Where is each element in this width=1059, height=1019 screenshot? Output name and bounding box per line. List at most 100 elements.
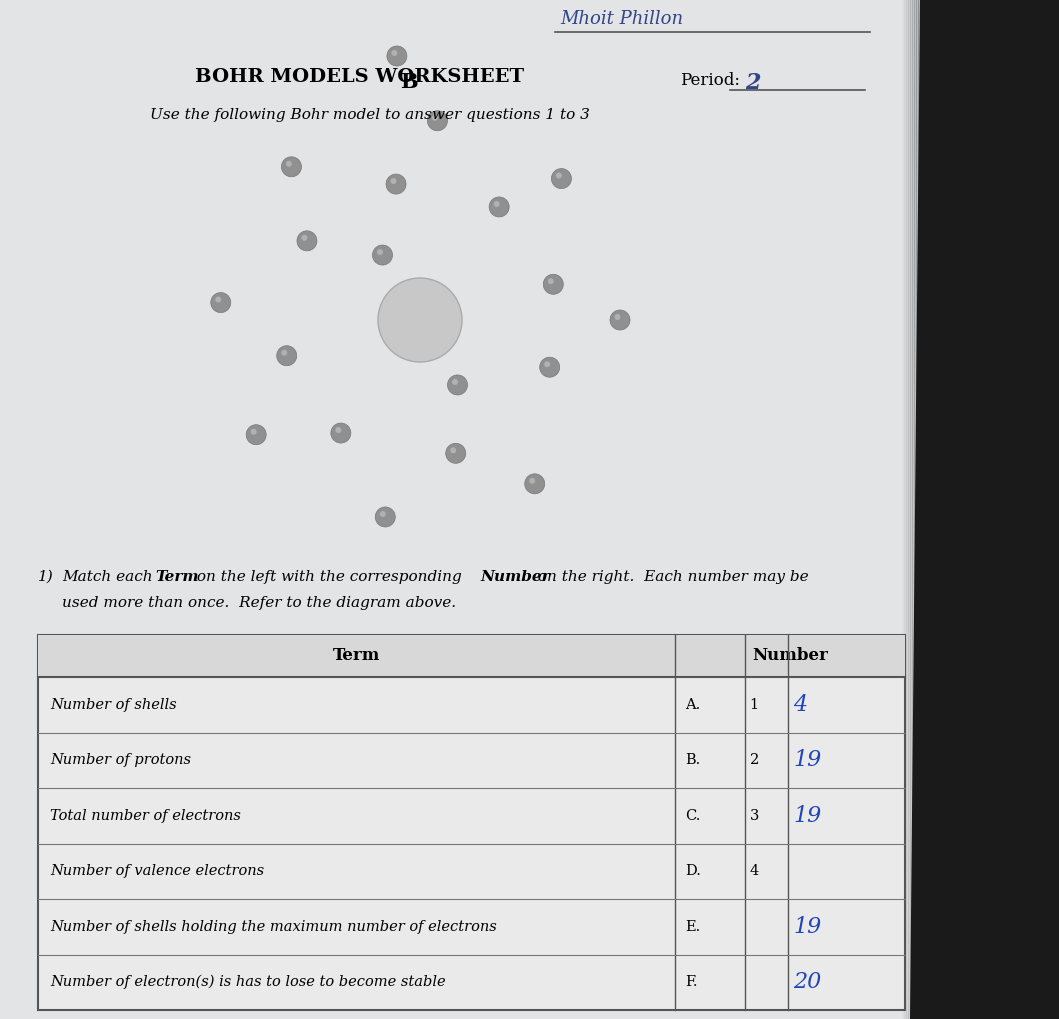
Circle shape [524,474,544,494]
Polygon shape [954,0,957,1019]
Polygon shape [946,0,949,1019]
Polygon shape [926,0,929,1019]
Text: Number of protons: Number of protons [50,753,191,767]
Circle shape [380,511,385,517]
Circle shape [336,427,341,433]
Text: used more than once.  Refer to the diagram above.: used more than once. Refer to the diagra… [62,596,456,610]
Circle shape [489,197,509,217]
Polygon shape [907,0,909,1019]
Text: Match each: Match each [62,570,158,584]
Circle shape [540,358,559,377]
Text: on the right.  Each number may be: on the right. Each number may be [533,570,809,584]
Polygon shape [934,0,937,1019]
Text: 19: 19 [793,805,821,826]
Text: 2: 2 [744,72,760,94]
Circle shape [446,443,466,464]
Circle shape [391,178,396,184]
Circle shape [286,161,292,167]
Text: on the left with the corresponding: on the left with the corresponding [192,570,467,584]
Circle shape [448,375,467,395]
Polygon shape [930,0,933,1019]
Text: E.: E. [685,920,700,933]
Circle shape [373,245,393,265]
Text: D.: D. [685,864,701,878]
Circle shape [251,429,256,435]
Text: F.: F. [685,975,698,989]
Text: 19: 19 [793,749,821,771]
Circle shape [543,274,563,294]
Polygon shape [928,0,931,1019]
Polygon shape [904,0,907,1019]
Polygon shape [914,0,917,1019]
Text: Period:: Period: [680,72,740,89]
Polygon shape [956,0,959,1019]
Polygon shape [916,0,919,1019]
Polygon shape [944,0,947,1019]
Polygon shape [922,0,925,1019]
Text: 2: 2 [750,753,759,767]
Polygon shape [943,0,945,1019]
Circle shape [302,234,307,240]
Bar [38,635,905,1010]
Polygon shape [952,0,955,1019]
Text: 3: 3 [750,809,759,822]
Circle shape [614,314,621,320]
Text: Number of electron(s) is has to lose to become stable: Number of electron(s) is has to lose to … [50,975,446,989]
Text: B: B [400,72,417,92]
Text: Number of shells holding the maximum number of electrons: Number of shells holding the maximum num… [50,920,497,933]
Polygon shape [940,0,943,1019]
Circle shape [552,168,572,189]
Circle shape [530,478,535,484]
Bar [38,635,905,677]
Text: Use the following Bohr model to answer questions 1 to 3: Use the following Bohr model to answer q… [150,108,590,122]
Polygon shape [908,0,911,1019]
Text: B.: B. [685,753,700,767]
Circle shape [282,350,287,356]
Text: 20: 20 [793,971,821,994]
Circle shape [556,172,562,178]
Text: BOHR MODELS WORKSHEET: BOHR MODELS WORKSHEET [196,68,524,86]
Circle shape [544,361,551,367]
Polygon shape [950,0,953,1019]
Text: Term: Term [155,570,198,584]
Circle shape [215,297,221,303]
Polygon shape [938,0,941,1019]
Polygon shape [925,0,927,1019]
Circle shape [282,157,302,176]
Text: Term: Term [333,647,380,664]
Polygon shape [0,0,940,1019]
Text: Number: Number [480,570,550,584]
Circle shape [428,111,448,130]
Circle shape [375,507,395,527]
Polygon shape [948,0,951,1019]
Text: C.: C. [685,809,701,822]
Text: A.: A. [685,698,700,711]
Circle shape [377,249,383,255]
Circle shape [450,447,456,453]
Text: 19: 19 [793,916,821,937]
Circle shape [276,345,297,366]
Text: Total number of electrons: Total number of electrons [50,809,240,822]
Circle shape [610,310,630,330]
Circle shape [378,278,462,362]
Circle shape [211,292,231,313]
Text: 1): 1) [38,570,54,584]
Circle shape [493,201,500,207]
Text: Number: Number [752,647,828,664]
Polygon shape [958,0,961,1019]
Text: 4: 4 [793,694,807,715]
Text: Number of valence electrons: Number of valence electrons [50,864,264,878]
Circle shape [246,425,266,444]
Text: Mhoit Phillon: Mhoit Phillon [560,10,683,28]
Polygon shape [912,0,915,1019]
Text: 4: 4 [750,864,759,878]
Circle shape [548,278,554,284]
Polygon shape [918,0,921,1019]
Circle shape [387,174,406,194]
Circle shape [392,50,397,56]
Polygon shape [932,0,935,1019]
Polygon shape [920,0,923,1019]
Polygon shape [936,0,939,1019]
Circle shape [452,379,457,385]
Text: Number of shells: Number of shells [50,698,177,711]
